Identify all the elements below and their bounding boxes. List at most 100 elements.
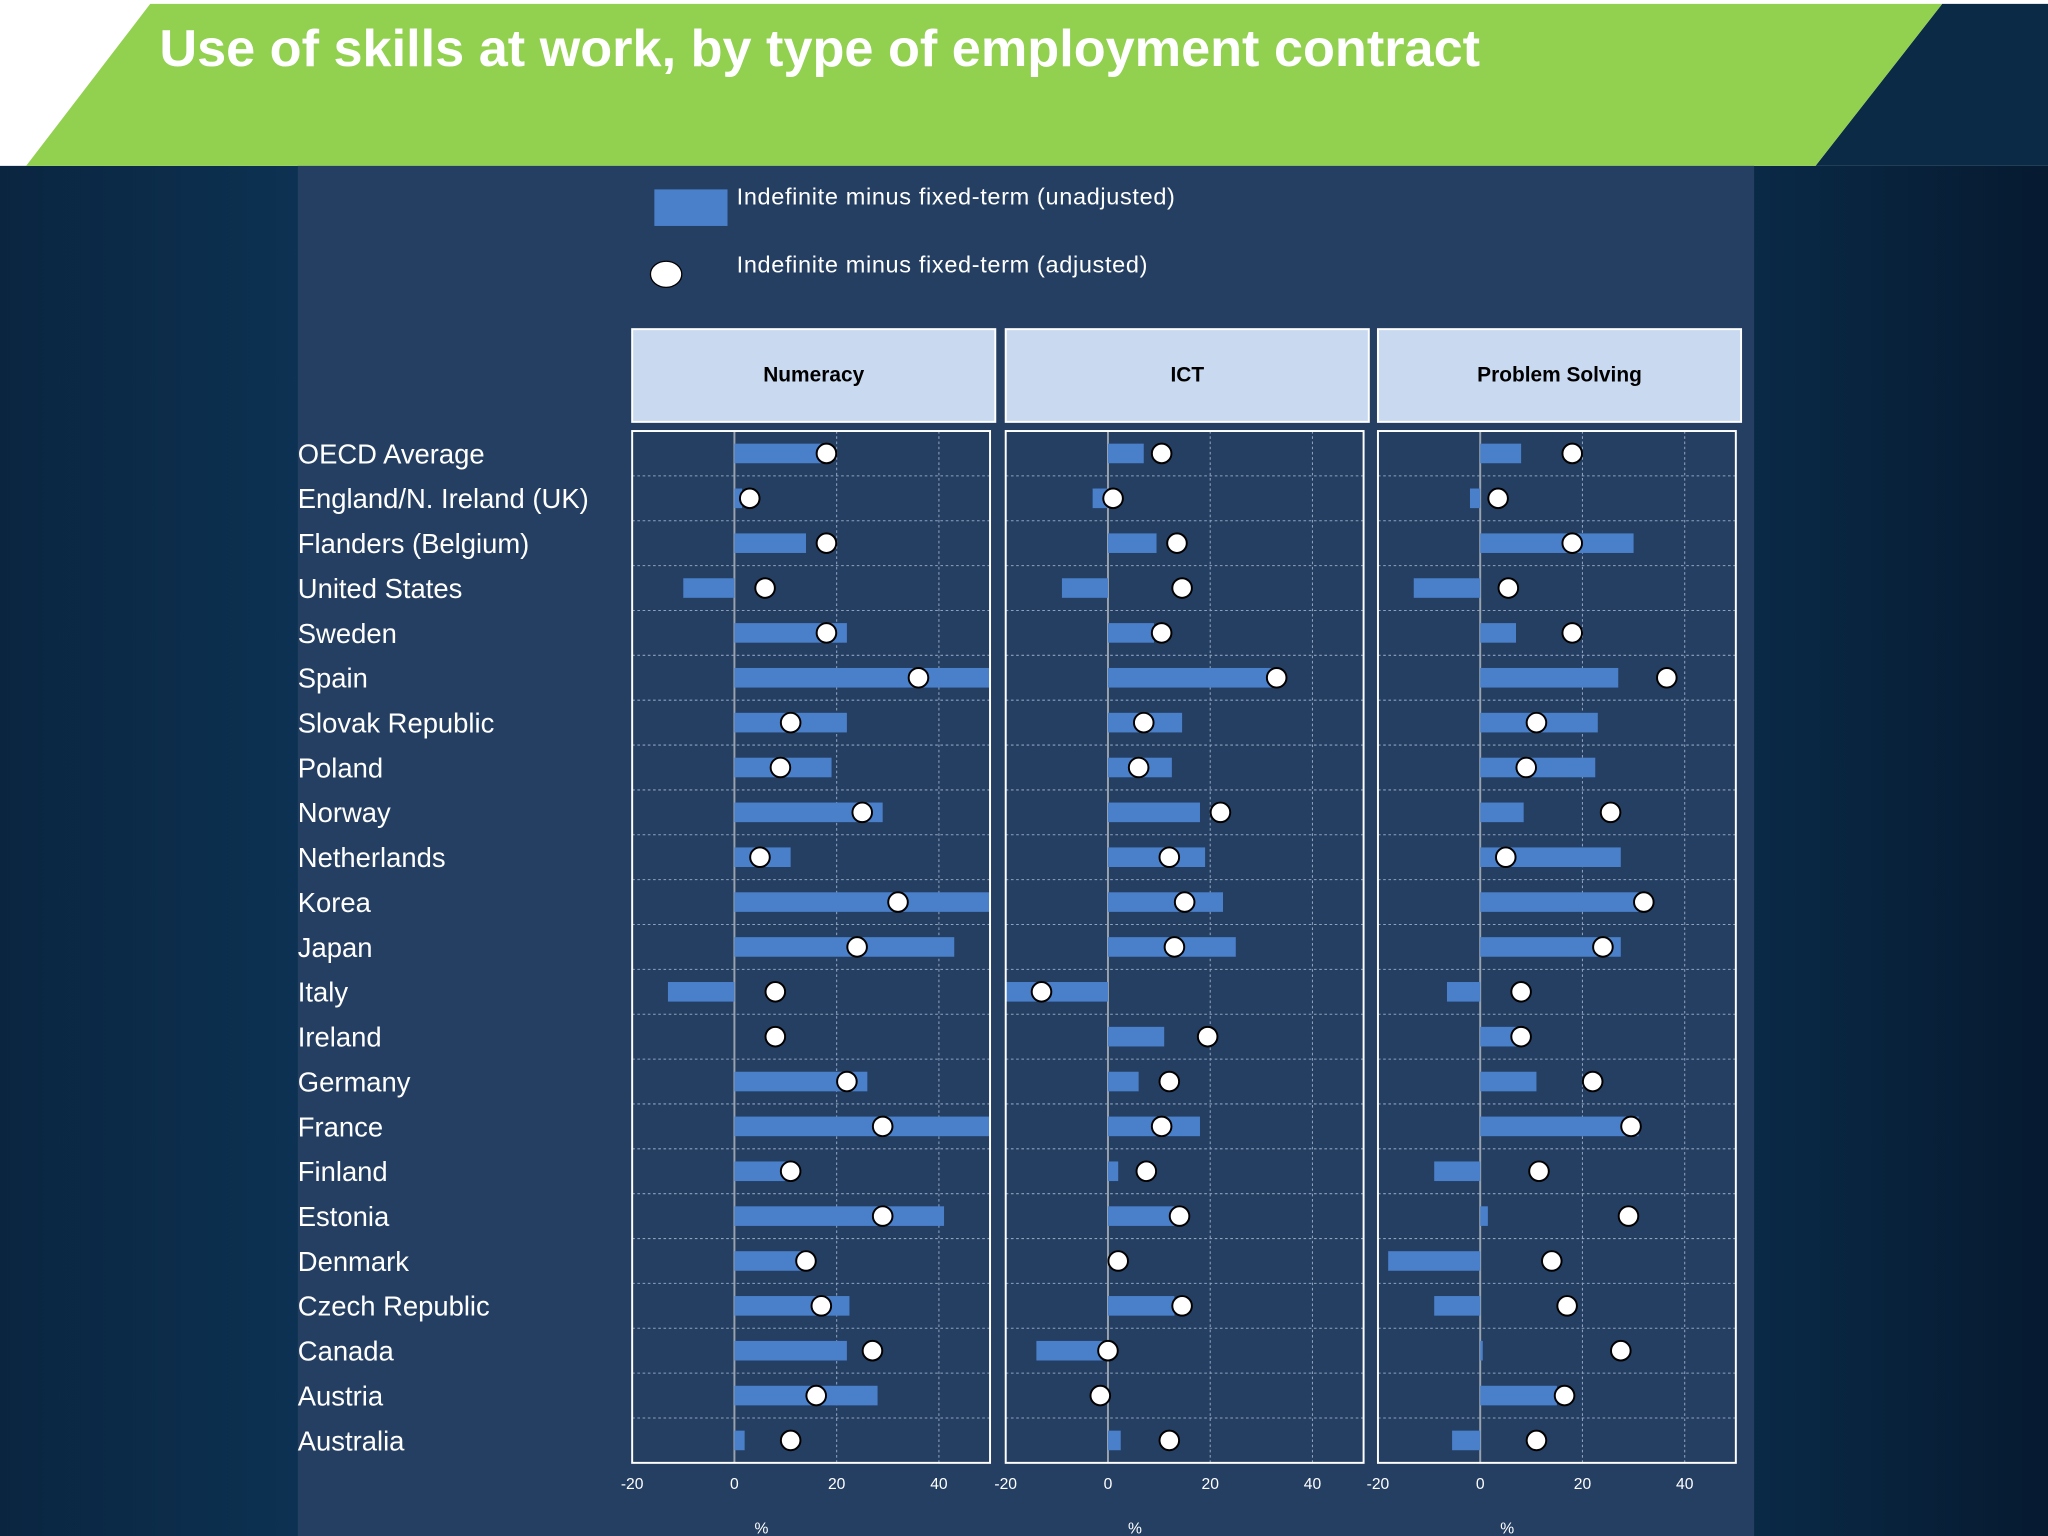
bar [734, 802, 883, 823]
bar [734, 1116, 991, 1137]
dot [764, 1025, 787, 1048]
dot [1561, 442, 1584, 465]
bar [1452, 1430, 1481, 1451]
bar [1480, 802, 1524, 823]
panel-title: Problem Solving [1477, 364, 1642, 387]
bar [1480, 757, 1596, 778]
dot [815, 532, 838, 554]
category-label: OECD Average [298, 438, 485, 469]
dot [1102, 487, 1124, 510]
bar [1005, 982, 1108, 1002]
bar [1061, 578, 1108, 598]
dot [1171, 1295, 1193, 1317]
panel-frame [1004, 430, 1365, 1464]
dot [1158, 846, 1181, 868]
bar [1107, 802, 1200, 823]
bar [1107, 1071, 1139, 1092]
dot [1494, 846, 1517, 868]
dot [1556, 1295, 1578, 1317]
dot [1196, 1025, 1219, 1048]
panel-header [1004, 328, 1370, 423]
category-label: Italy [298, 977, 349, 1008]
dot [1150, 442, 1173, 465]
header-band [26, 3, 1943, 166]
dot [871, 1205, 894, 1227]
bar [667, 982, 735, 1002]
legend-swatch [649, 260, 683, 288]
dot [1097, 1339, 1119, 1362]
dot [1633, 891, 1655, 913]
dot [861, 1339, 884, 1362]
dot [887, 891, 909, 913]
bar [734, 892, 991, 912]
dot [1510, 1025, 1532, 1048]
dot [1150, 1115, 1173, 1138]
dot [1528, 1160, 1550, 1183]
bar [1107, 847, 1206, 868]
dot [1510, 981, 1532, 1003]
x-tick-label: 40 [1676, 1476, 1694, 1493]
dot [1158, 1429, 1181, 1452]
bar [1388, 1251, 1481, 1271]
x-axis-label: % [1128, 1521, 1142, 1536]
bar [1480, 1206, 1488, 1226]
dot [1525, 1429, 1548, 1452]
dot [1132, 711, 1155, 734]
category-label: Estonia [298, 1201, 390, 1232]
category-label: Japan [298, 932, 373, 963]
dot [1030, 981, 1053, 1003]
legend-label: Indefinite minus fixed-term (adjusted) [737, 252, 1148, 278]
bar [734, 1071, 868, 1092]
bar [1413, 578, 1481, 598]
dot [1656, 666, 1678, 689]
bar [1480, 937, 1621, 957]
dot [1525, 711, 1548, 734]
dot [907, 666, 930, 689]
dot [779, 711, 802, 734]
category-label: Australia [298, 1425, 405, 1456]
bar [1480, 1116, 1639, 1137]
dot [1127, 756, 1150, 779]
dot [1561, 532, 1584, 554]
bar [734, 443, 822, 464]
panel-title: Numeracy [763, 364, 864, 387]
dot [815, 442, 838, 465]
bar [1446, 982, 1481, 1002]
dot [1617, 1205, 1640, 1227]
bar [1107, 892, 1223, 912]
dot [1163, 936, 1186, 958]
bar [734, 1251, 801, 1271]
slide-title: Use of skills at work, by type of employ… [159, 20, 1480, 78]
dot [1581, 1070, 1604, 1093]
dot [851, 801, 874, 824]
dot [810, 1295, 833, 1317]
legend-label: Indefinite minus fixed-term (unadjusted) [737, 184, 1176, 210]
bar [734, 1430, 745, 1451]
x-tick-label: -20 [621, 1476, 644, 1493]
dot [795, 1250, 817, 1272]
dot [815, 622, 838, 644]
bar [1434, 1296, 1481, 1316]
category-label: Czech Republic [298, 1291, 490, 1322]
dot [779, 1160, 802, 1183]
bar [1107, 533, 1157, 553]
bar [1480, 623, 1516, 643]
panel-title: ICT [1170, 364, 1204, 387]
category-label: Korea [298, 887, 372, 918]
x-tick-label: 0 [1476, 1476, 1485, 1493]
bar [734, 1206, 945, 1226]
panel-header [1376, 328, 1743, 423]
dot [871, 1115, 894, 1138]
bar [734, 937, 955, 957]
x-tick-label: -20 [994, 1476, 1017, 1493]
bar [734, 1296, 850, 1316]
category-label: England/N. Ireland (UK) [298, 483, 589, 514]
bar [1107, 443, 1144, 464]
x-tick-label: -20 [1367, 1476, 1390, 1493]
bar [1480, 443, 1522, 464]
dot [1541, 1250, 1563, 1272]
dot [1166, 532, 1188, 554]
bar [734, 533, 806, 553]
dot [1487, 487, 1509, 510]
bar [1480, 1385, 1557, 1406]
